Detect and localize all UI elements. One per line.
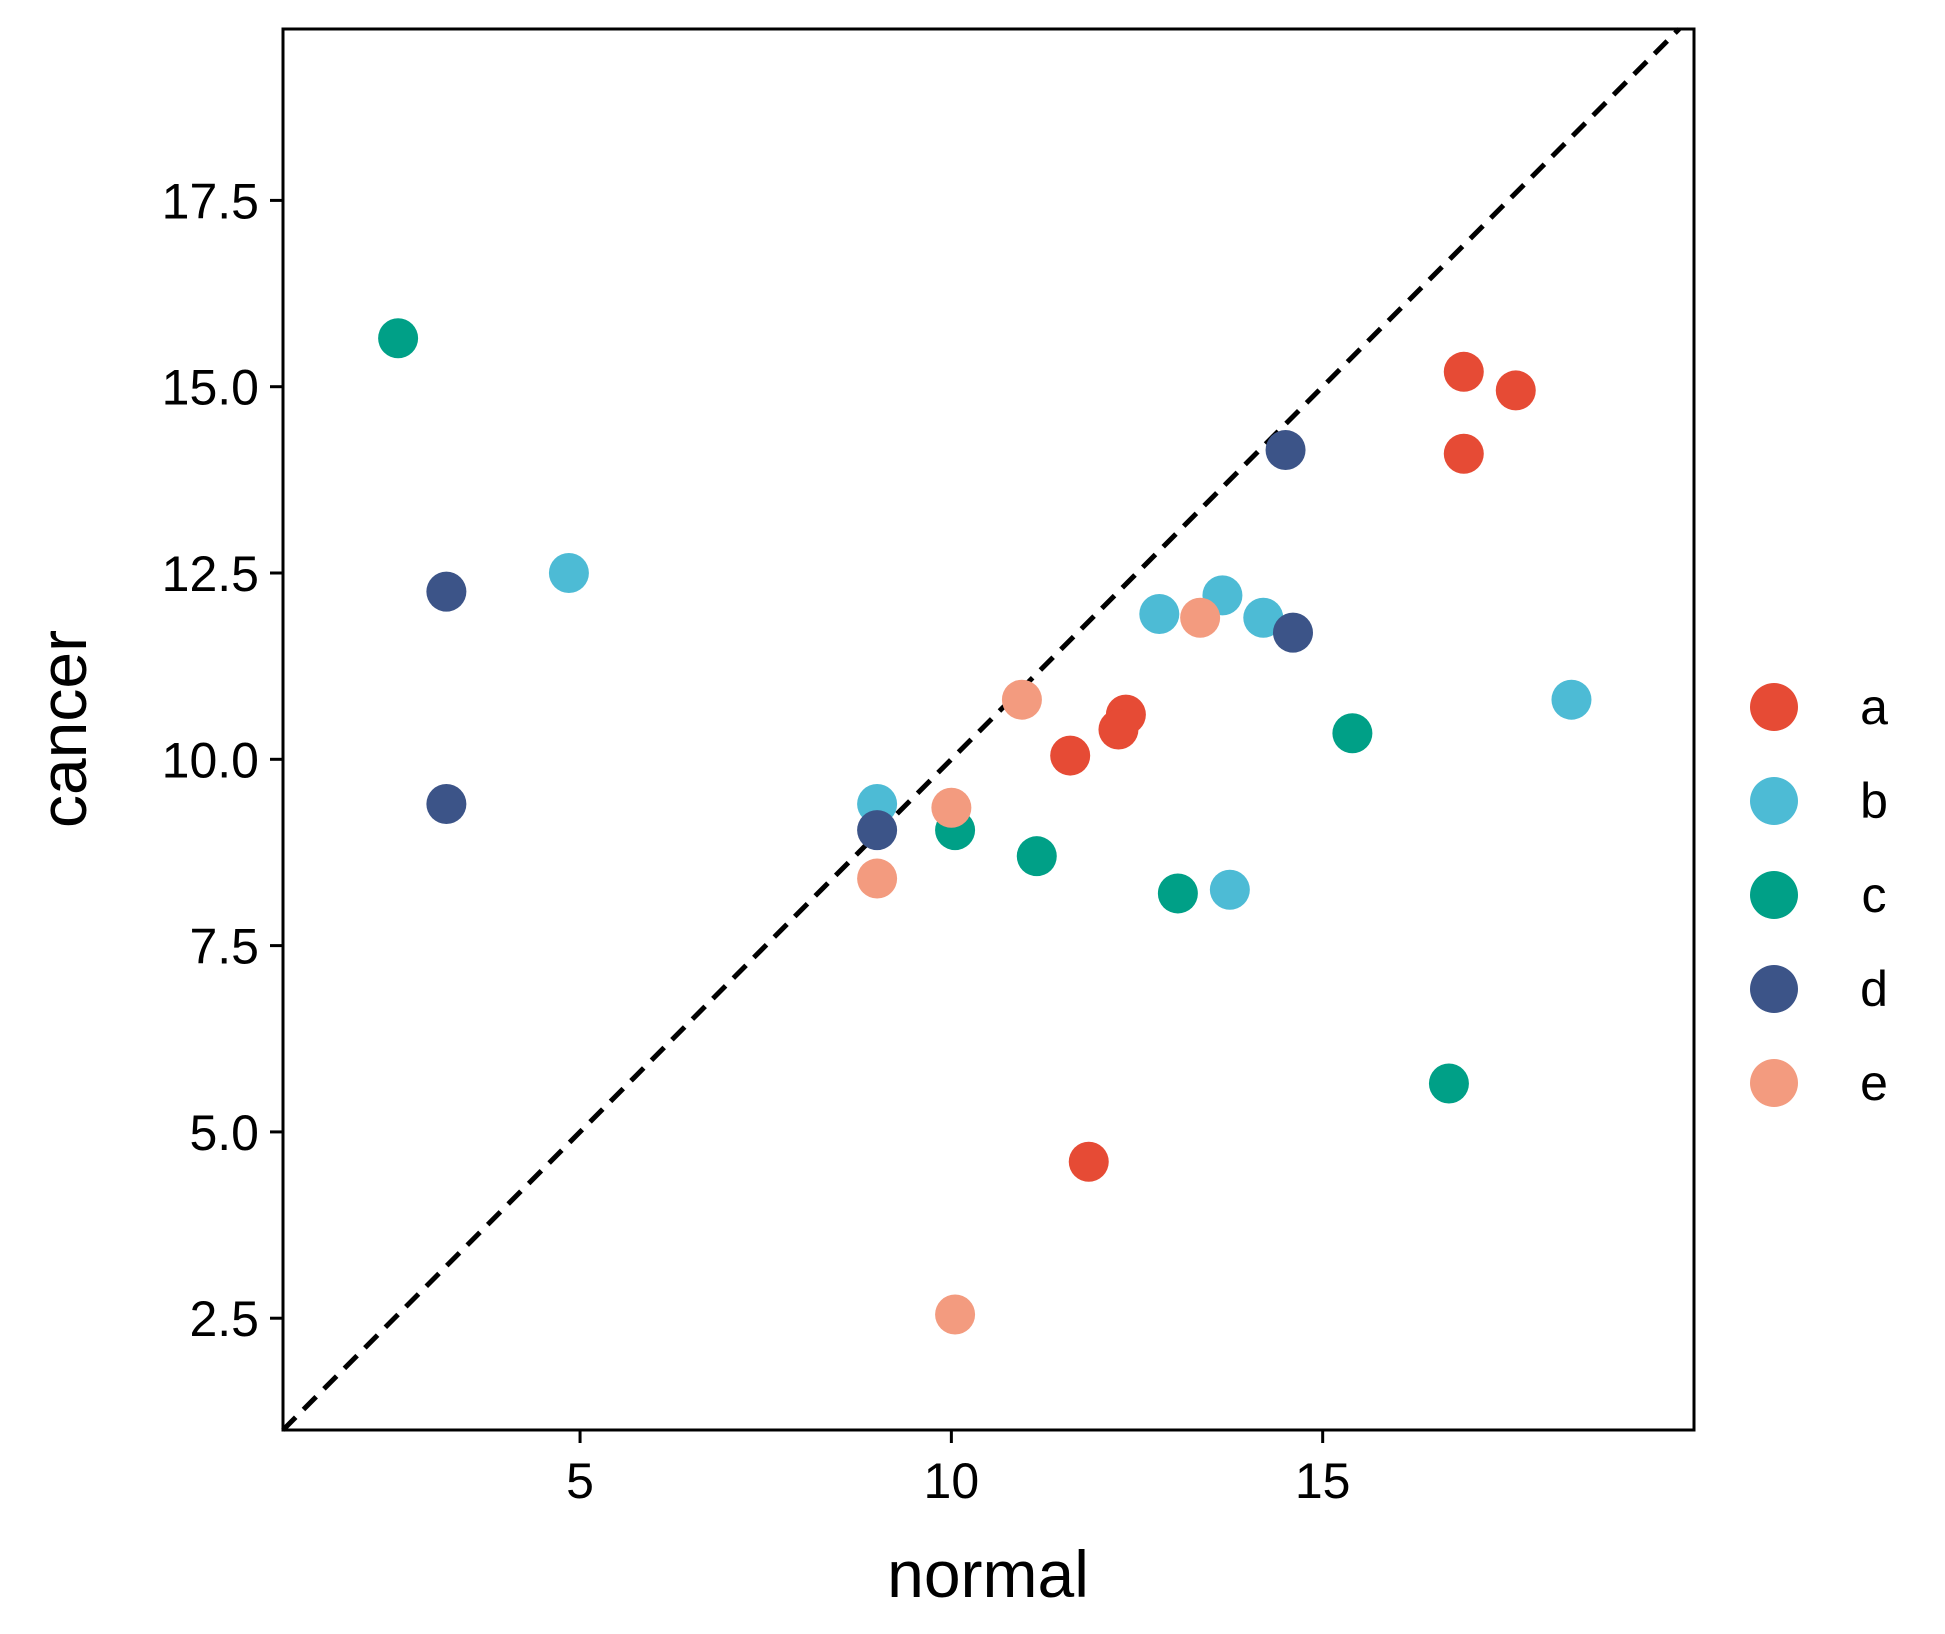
data-point-c-1	[378, 318, 419, 359]
data-point-e-4	[857, 858, 898, 899]
data-point-e-5	[935, 1294, 976, 1335]
y-tick-label: 10.0	[162, 732, 259, 788]
data-point-d-5	[857, 810, 898, 851]
data-point-a-6	[1050, 735, 1091, 776]
y-tick-label: 7.5	[189, 919, 259, 975]
y-axis-title: cancer	[26, 630, 100, 828]
data-point-a-7	[1068, 1141, 1109, 1182]
data-point-c-4	[1016, 836, 1057, 877]
legend-marker-a	[1750, 683, 1798, 731]
x-tick-label: 15	[1295, 1453, 1351, 1509]
data-point-b-3	[1139, 593, 1180, 634]
data-point-b-5	[1551, 679, 1592, 720]
data-point-e-1	[1180, 597, 1221, 638]
data-point-b-7	[1209, 869, 1250, 910]
legend-marker-e	[1750, 1059, 1798, 1107]
data-point-a-5	[1098, 709, 1139, 750]
data-point-a-2	[1495, 370, 1536, 411]
data-point-a-3	[1443, 433, 1484, 474]
data-point-e-2	[1001, 679, 1042, 720]
y-tick-label: 2.5	[189, 1291, 259, 1347]
legend-marker-d	[1750, 965, 1798, 1013]
data-point-a-1	[1443, 351, 1484, 392]
y-tick-label: 15.0	[162, 360, 259, 416]
data-point-e-3	[931, 787, 972, 828]
legend-marker-b	[1750, 777, 1798, 825]
data-point-c-6	[1428, 1063, 1469, 1104]
legend-label-d: d	[1860, 961, 1888, 1017]
data-point-c-5	[1157, 873, 1198, 914]
legend-label-b: b	[1860, 773, 1888, 829]
legend-label-e: e	[1860, 1055, 1888, 1111]
data-point-c-2	[1332, 713, 1373, 754]
data-point-d-2	[426, 571, 467, 612]
x-tick-label: 10	[924, 1453, 980, 1509]
y-tick-label: 12.5	[162, 546, 259, 602]
y-tick-label: 5.0	[189, 1105, 259, 1161]
data-point-b-4	[1243, 597, 1284, 638]
data-point-b-1	[548, 553, 589, 594]
x-tick-label: 5	[566, 1453, 594, 1509]
plot-frame	[281, 27, 1696, 1432]
legend-label-a: a	[1860, 679, 1888, 735]
legend-marker-c	[1750, 871, 1798, 919]
y-tick-label: 17.5	[162, 173, 259, 229]
reference-line-y-equals-x	[281, 27, 1681, 1432]
data-point-d-3	[1272, 612, 1313, 653]
legend-label-c: c	[1862, 867, 1887, 923]
data-point-d-1	[1265, 430, 1306, 471]
x-axis-title: normal	[887, 1537, 1089, 1611]
data-point-d-4	[426, 784, 467, 825]
